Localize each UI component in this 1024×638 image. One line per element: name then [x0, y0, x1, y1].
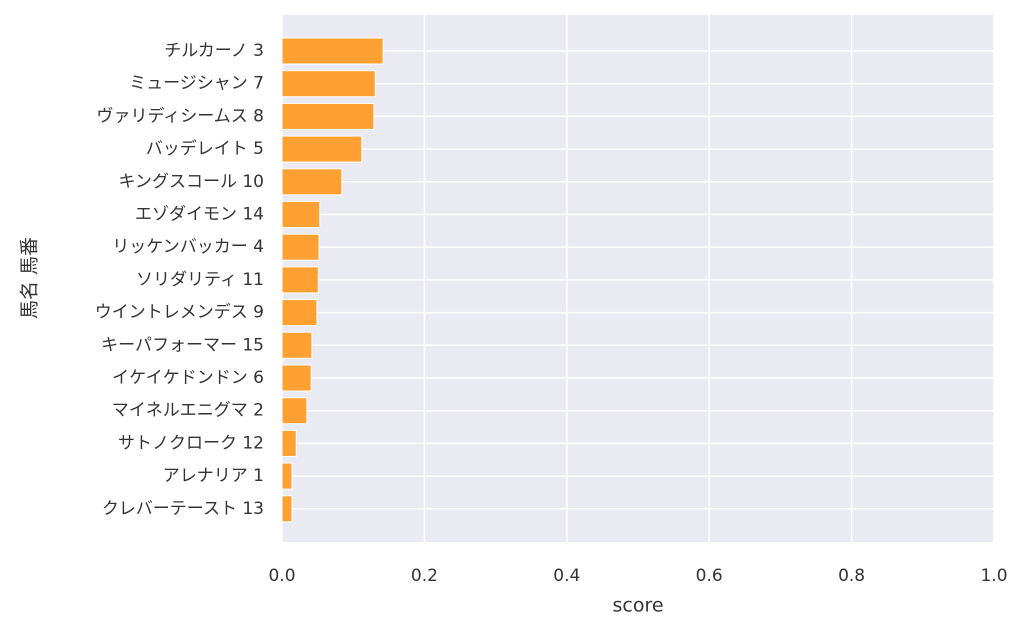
bar: [281, 429, 297, 457]
bar: [281, 397, 308, 425]
bar: [281, 70, 376, 98]
bar: [281, 462, 293, 490]
x-axis-label: score: [612, 595, 663, 617]
bar: [281, 201, 321, 228]
y-tick-label: キーパフォーマー 15: [101, 335, 264, 355]
bar: [281, 266, 319, 294]
bar: [281, 37, 384, 65]
y-tick-label: クレバーテースト 13: [102, 499, 264, 519]
x-tick-label: 0.6: [696, 566, 723, 586]
y-tick-label: エゾダイモン 14: [135, 205, 264, 225]
plot-area: [282, 15, 994, 542]
y-tick-label: リッケンバッカー 4: [112, 237, 264, 257]
x-tick-label: 0.2: [411, 566, 438, 586]
y-tick-label: バッデレイト 5: [146, 138, 264, 159]
x-tick-label: 1.0: [980, 566, 1007, 586]
y-tick-label: アレナリア 1: [163, 466, 264, 486]
y-tick-label: ウイントレメンデス 9: [95, 302, 264, 323]
y-tick-label: キングスコール 10: [118, 172, 264, 192]
y-tick-label: サトノクローク 12: [118, 433, 264, 453]
bar: [281, 102, 375, 130]
bar: [281, 233, 320, 261]
x-tick-label: 0.0: [268, 566, 295, 586]
bar: [281, 364, 312, 392]
y-tick-label: チルカーノ 3: [164, 41, 264, 61]
y-tick-label: ソリダリティ 11: [136, 270, 264, 290]
y-tick-label: マイネルエニグマ 2: [112, 401, 264, 421]
y-tick-label: ミュージシャン 7: [129, 74, 264, 94]
bar: [281, 495, 293, 523]
bar: [281, 168, 343, 196]
bar: [281, 299, 318, 327]
bar: [281, 331, 313, 359]
x-tick-label: 0.8: [838, 566, 865, 586]
y-tick-label: ヴァリディシームス 8: [96, 105, 264, 126]
bar: [281, 135, 363, 163]
x-tick-label: 0.4: [553, 566, 580, 586]
y-tick-label: イケイケドンドン 6: [112, 368, 264, 388]
y-axis-label: 馬名 馬番: [19, 237, 41, 319]
